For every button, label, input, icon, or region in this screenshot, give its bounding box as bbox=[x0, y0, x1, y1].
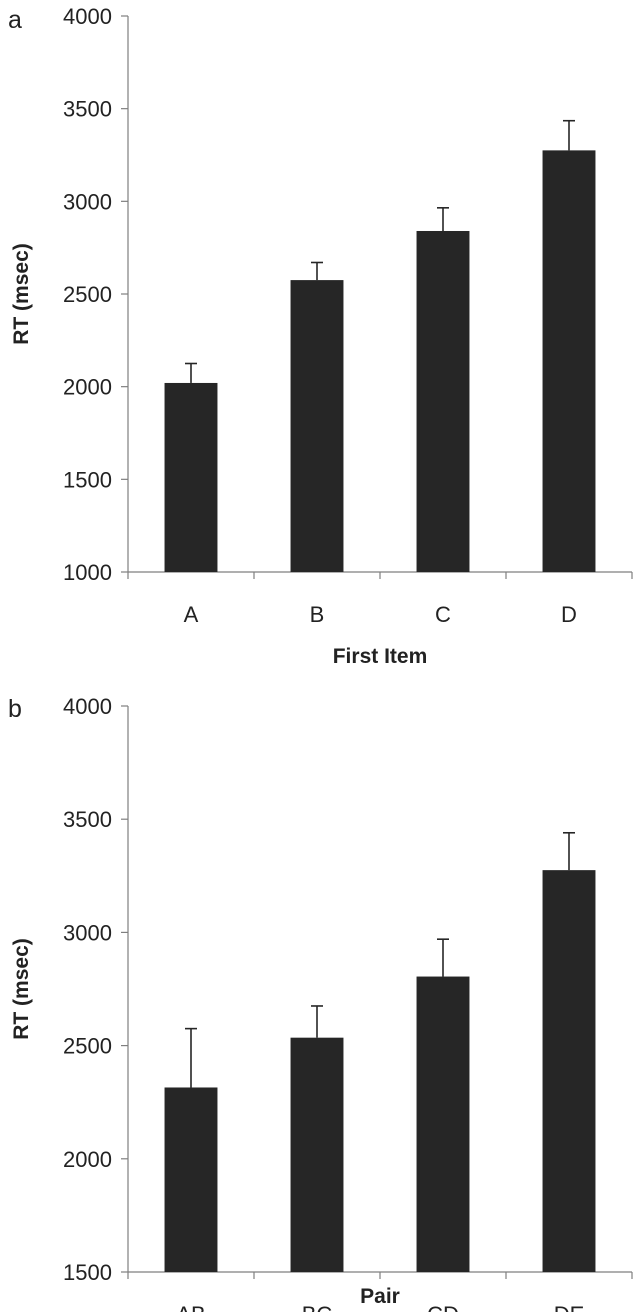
panel-a-y-tick-label: 3000 bbox=[63, 189, 112, 214]
panel-a-x-axis-title: First Item bbox=[333, 645, 428, 668]
panel-a-bar-d bbox=[542, 150, 596, 572]
panel-a-x-tick-label-d: D bbox=[561, 602, 577, 627]
panel-b-x-tick-label-ab: AB bbox=[176, 1302, 205, 1312]
panel-a-bar-b bbox=[290, 280, 344, 572]
panel-a-bar-a bbox=[164, 382, 218, 572]
panel-b-y-tick-label: 2500 bbox=[63, 1034, 112, 1059]
panel-b-x-tick-label-cd: CD bbox=[427, 1302, 459, 1312]
panel-b-bar-cd bbox=[416, 976, 470, 1272]
panel-a-chart: a RT (msec) First Item 1000 1500 2000 2500 3… bbox=[8, 4, 633, 668]
panel-a-y-tick-label: 4000 bbox=[63, 4, 112, 29]
panel-a-x-tick-label-a: A bbox=[184, 602, 199, 627]
panel-a-x-tick-label-c: C bbox=[435, 602, 451, 627]
panel-a-letter: a bbox=[8, 6, 22, 34]
panel-b-y-tick-label: 3500 bbox=[63, 807, 112, 832]
panel-b-x-tick-label-bc: BC bbox=[302, 1302, 333, 1312]
panel-b-x-tick-label-de: DE bbox=[554, 1302, 585, 1312]
panel-b-y-tick-label: 1500 bbox=[63, 1260, 112, 1285]
panel-b-x-axis-title: Pair bbox=[360, 1285, 400, 1308]
panel-a-x-tick-label-b: B bbox=[310, 602, 325, 627]
panel-b-letter: b bbox=[8, 695, 22, 723]
panel-b-bar-ab bbox=[164, 1087, 218, 1272]
panel-b-y-tick-label: 3000 bbox=[63, 920, 112, 945]
panel-b-chart: b RT (msec) Pair 1500 2000 2500 3000 3500 400… bbox=[8, 694, 633, 1312]
panel-b-y-tick-label: 2000 bbox=[63, 1147, 112, 1172]
panel-a-y-tick-label: 3500 bbox=[63, 97, 112, 122]
panel-a-bar-c bbox=[416, 230, 470, 572]
panel-a-y-tick-label: 1000 bbox=[63, 560, 112, 585]
panel-b-bar-de bbox=[542, 870, 596, 1272]
panel-b-y-tick-label: 4000 bbox=[63, 694, 112, 719]
panel-b-y-axis-title: RT (msec) bbox=[10, 938, 33, 1040]
panel-a-y-tick-label: 1500 bbox=[63, 467, 112, 492]
panel-a-y-axis-title: RT (msec) bbox=[10, 243, 33, 345]
panel-a-y-tick-label: 2000 bbox=[63, 375, 112, 400]
panel-b-bar-bc bbox=[290, 1037, 344, 1272]
panel-a-y-tick-label: 2500 bbox=[63, 282, 112, 307]
